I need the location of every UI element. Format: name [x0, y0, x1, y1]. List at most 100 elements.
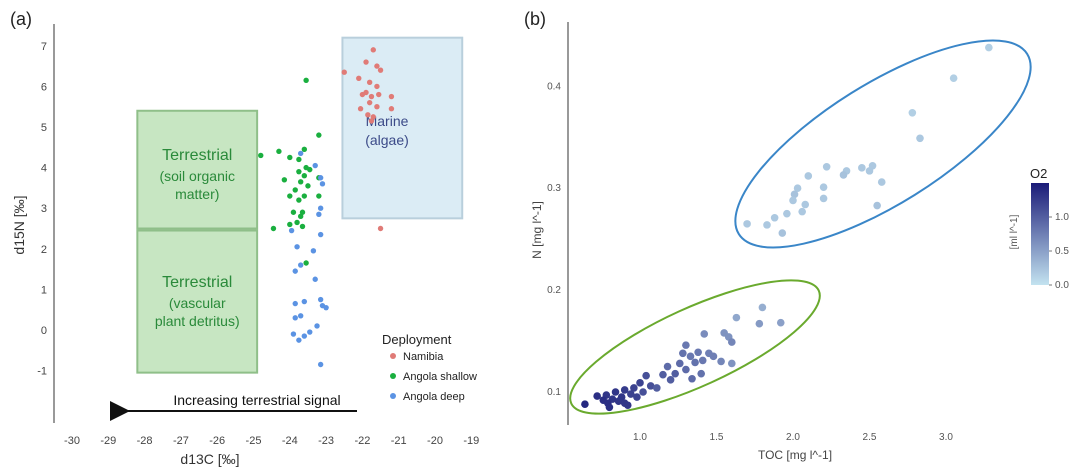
angola-shallow-point: [270, 225, 277, 232]
namibia-point: [370, 114, 376, 120]
x-tick-label: -29: [100, 435, 116, 447]
namibia-point: [363, 59, 369, 65]
x-tick-label: 1.0: [633, 432, 647, 443]
toc-n-point: [798, 207, 806, 216]
toc-n-point: [916, 134, 924, 143]
angola-shallow-point: [316, 132, 322, 138]
toc-n-point: [728, 338, 736, 346]
toc-n-point: [700, 330, 709, 338]
legend-angola-shallow-marker: [390, 373, 396, 379]
angola-deep-point: [310, 248, 317, 254]
x-tick-label: 2.0: [786, 432, 800, 443]
colorbar-gradient: [1031, 183, 1049, 285]
namibia-point: [370, 47, 376, 53]
namibia-point: [368, 93, 375, 100]
toc-n-point: [630, 384, 638, 392]
terrestrial-plant-region: [136, 229, 259, 374]
legend-angola-deep-marker: [390, 393, 396, 399]
angola-deep-point: [292, 315, 298, 321]
legend-title: Deployment: [382, 332, 452, 347]
namibia-point: [359, 91, 366, 98]
toc-n-point: [743, 220, 751, 228]
toc-n-point: [770, 213, 779, 222]
terrestrial-plant-sublabel: plant detritus): [155, 313, 240, 329]
angola-shallow-point: [303, 260, 309, 266]
toc-n-point: [593, 392, 601, 400]
namibia-point: [388, 106, 395, 112]
namibia-point: [376, 91, 382, 98]
toc-n-point: [789, 196, 797, 205]
terrestrial-soil-sublabel: matter): [175, 186, 219, 202]
panel-a-scatter-chart: (a) Terrestrial (soil organic matter) Terre…: [10, 9, 479, 467]
namibia-point: [374, 83, 380, 90]
angola-shallow-point: [297, 213, 304, 220]
toc-n-point: [776, 318, 785, 327]
colorbar-title: O2: [1030, 166, 1047, 181]
toc-n-point: [697, 369, 705, 378]
toc-n-point: [801, 200, 810, 209]
terrestrial-soil-region: [136, 109, 259, 230]
colorbar-tick-label: 0.0: [1055, 280, 1069, 291]
o2-colorbar: O2 [ml l^-1] 0.0 0.5 1.0: [1009, 166, 1069, 291]
angola-deep-point: [297, 262, 304, 268]
angola-deep-point: [317, 231, 324, 238]
toc-n-point: [822, 163, 831, 171]
angola-shallow-point: [299, 209, 306, 215]
y-tick-label: 0.3: [547, 183, 561, 194]
angola-shallow-point: [301, 173, 308, 179]
y-tick-label: 0.1: [547, 387, 561, 398]
angola-deep-point: [294, 244, 300, 250]
terrestrial-plant-label: Terrestrial: [162, 274, 232, 291]
colorbar-unit-label: [ml l^-1]: [1009, 214, 1020, 249]
angola-shallow-point: [296, 156, 302, 163]
y-tick-label: 0: [41, 325, 47, 337]
namibia-point: [356, 75, 362, 81]
toc-n-point: [865, 167, 874, 175]
angola-shallow-point: [296, 197, 302, 203]
x-tick-label: -22: [354, 435, 370, 447]
x-tick-label: -27: [173, 435, 189, 447]
x-tick-label: -28: [137, 435, 153, 447]
toc-n-point: [804, 172, 813, 180]
toc-n-point: [642, 371, 650, 380]
toc-n-point: [755, 319, 764, 328]
y-tick-label: 7: [41, 41, 47, 53]
toc-n-point: [985, 43, 993, 52]
toc-n-point: [688, 374, 696, 383]
terrestrial-plant-sublabel: (vascular: [169, 295, 226, 311]
angola-deep-point: [297, 150, 304, 157]
toc-n-point: [717, 357, 725, 366]
colorbar-tick-label: 1.0: [1055, 212, 1069, 223]
legend-namibia-marker: [390, 353, 396, 359]
toc-n-point: [633, 393, 641, 401]
toc-n-point: [694, 348, 702, 357]
x-tick-label: 3.0: [939, 432, 953, 443]
lower-group-ellipse: [569, 279, 821, 415]
toc-n-point: [949, 74, 958, 82]
legend-angola-shallow-label: Angola shallow: [403, 371, 477, 383]
legend-namibia-label: Namibia: [403, 351, 444, 363]
y-tick-label: 1: [41, 284, 47, 296]
toc-n-point: [646, 382, 655, 390]
toc-n-point: [691, 358, 699, 367]
y-tick-label: 0.4: [547, 81, 561, 92]
toc-n-point: [819, 194, 828, 203]
toc-n-point: [819, 183, 828, 191]
toc-n-point: [639, 388, 647, 396]
angola-deep-point: [317, 175, 324, 181]
angola-shallow-point: [301, 146, 308, 153]
upper-group-ellipse: [734, 39, 1032, 249]
toc-n-point: [679, 349, 687, 358]
toc-n-point: [636, 379, 644, 387]
namibia-point: [374, 104, 380, 110]
namibia-point: [357, 106, 364, 112]
panel-b-label: (b): [524, 9, 546, 29]
angola-deep-point: [317, 361, 324, 368]
namibia-point: [377, 67, 384, 73]
toc-n-point: [623, 401, 632, 410]
namibia-point: [365, 112, 371, 118]
toc-n-point: [873, 201, 881, 210]
toc-n-point: [659, 370, 667, 379]
panel-b-scatter-chart: (b) 1.0 1.5 2.0 2.5 3.0 0.1 0.2 0.3 0.4 TOC [mg …: [524, 9, 1069, 462]
toc-n-point: [620, 386, 629, 394]
